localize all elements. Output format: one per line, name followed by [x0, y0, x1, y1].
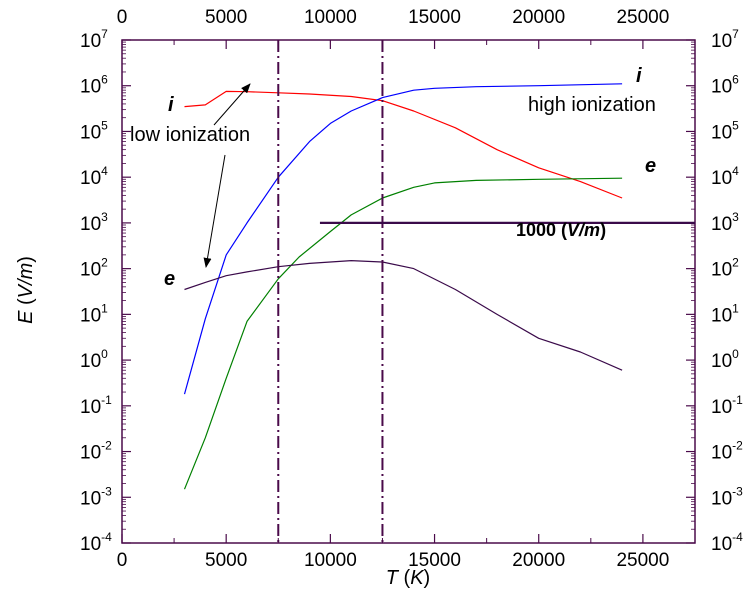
series-lines — [183, 83, 623, 490]
x-tick-labels-bottom: 0 5000 10000 15000 20000 25000 — [117, 550, 670, 571]
series-line-ion-low — [184, 90, 623, 199]
x-tick-label-bottom: 25000 — [616, 550, 669, 571]
x-axis-title: T (K) — [386, 567, 430, 589]
y-axis-title: E (V/m) — [15, 256, 37, 324]
label-ion-right: i — [636, 65, 642, 87]
y-tick-label-right: 10-2 — [711, 439, 743, 464]
arrow-to-ion-curve — [213, 83, 251, 126]
label-low-ionization: low ionization — [130, 124, 250, 146]
series-line-ion-high — [183, 83, 623, 395]
y-tick-label-left: 10-1 — [80, 393, 112, 418]
y-tick-label-left: 106 — [80, 73, 108, 98]
y-tick-label-left: 104 — [80, 164, 108, 189]
axis-ticks — [121, 39, 695, 544]
y-tick-label-right: 105 — [711, 118, 739, 143]
y-tick-label-left: 100 — [80, 347, 108, 372]
y-tick-label-left: 10-4 — [80, 530, 112, 555]
y-tick-label-left: 107 — [80, 27, 108, 52]
y-tick-label-right: 103 — [711, 210, 739, 235]
x-tick-label-top: 0 — [117, 7, 128, 28]
y-tick-label-right: 10-1 — [711, 393, 743, 418]
label-electron-right: e — [645, 155, 656, 177]
y-tick-label-right: 106 — [711, 73, 739, 98]
y-tick-label-right: 10-3 — [711, 484, 743, 509]
label-electron-left: e — [164, 268, 175, 290]
x-tick-label-bottom: 0 — [117, 550, 128, 571]
x-tick-label-bottom: 10000 — [304, 550, 357, 571]
series-line-electron-low — [184, 260, 623, 371]
label-ion-left: i — [168, 94, 174, 116]
reference-lines — [277, 40, 695, 543]
y-tick-label-right: 100 — [711, 347, 739, 372]
y-tick-label-left: 101 — [80, 301, 108, 326]
label-threshold: 1000 (V/m) — [516, 220, 606, 240]
x-tick-label-top: 10000 — [304, 7, 357, 28]
y-tick-label-right: 102 — [711, 256, 739, 281]
y-tick-label-left: 10-3 — [80, 484, 112, 509]
plot-frame — [121, 39, 696, 544]
y-tick-label-left: 102 — [80, 256, 108, 281]
arrow-to-electron-curve — [203, 154, 226, 268]
y-tick-labels-left: 10-4 10-3 10-2 10-1 100 101 102 103 104 105 106 107 — [80, 27, 112, 555]
x-tick-label-top: 20000 — [512, 7, 565, 28]
x-tick-label-top: 25000 — [616, 7, 669, 28]
x-tick-label-bottom: 20000 — [512, 550, 565, 571]
y-tick-label-right: 107 — [711, 27, 739, 52]
x-tick-labels-top: 0 5000 10000 15000 20000 25000 — [117, 7, 670, 28]
y-tick-label-right: 104 — [711, 164, 739, 189]
label-high-ionization: high ionization — [528, 94, 656, 116]
x-tick-label-bottom: 15000 — [408, 550, 461, 571]
y-tick-label-right: 10-4 — [711, 530, 743, 555]
x-tick-label-top: 5000 — [205, 7, 247, 28]
x-tick-label-top: 15000 — [408, 7, 461, 28]
x-tick-label-bottom: 5000 — [205, 550, 247, 571]
y-tick-label-left: 10-2 — [80, 439, 112, 464]
plot-area — [121, 39, 696, 544]
y-tick-label-left: 103 — [80, 210, 108, 235]
y-tick-label-right: 101 — [711, 301, 739, 326]
y-tick-labels-right: 10-4 10-3 10-2 10-1 100 101 102 103 104 105 106 107 — [711, 27, 743, 555]
y-tick-label-left: 105 — [80, 118, 108, 143]
